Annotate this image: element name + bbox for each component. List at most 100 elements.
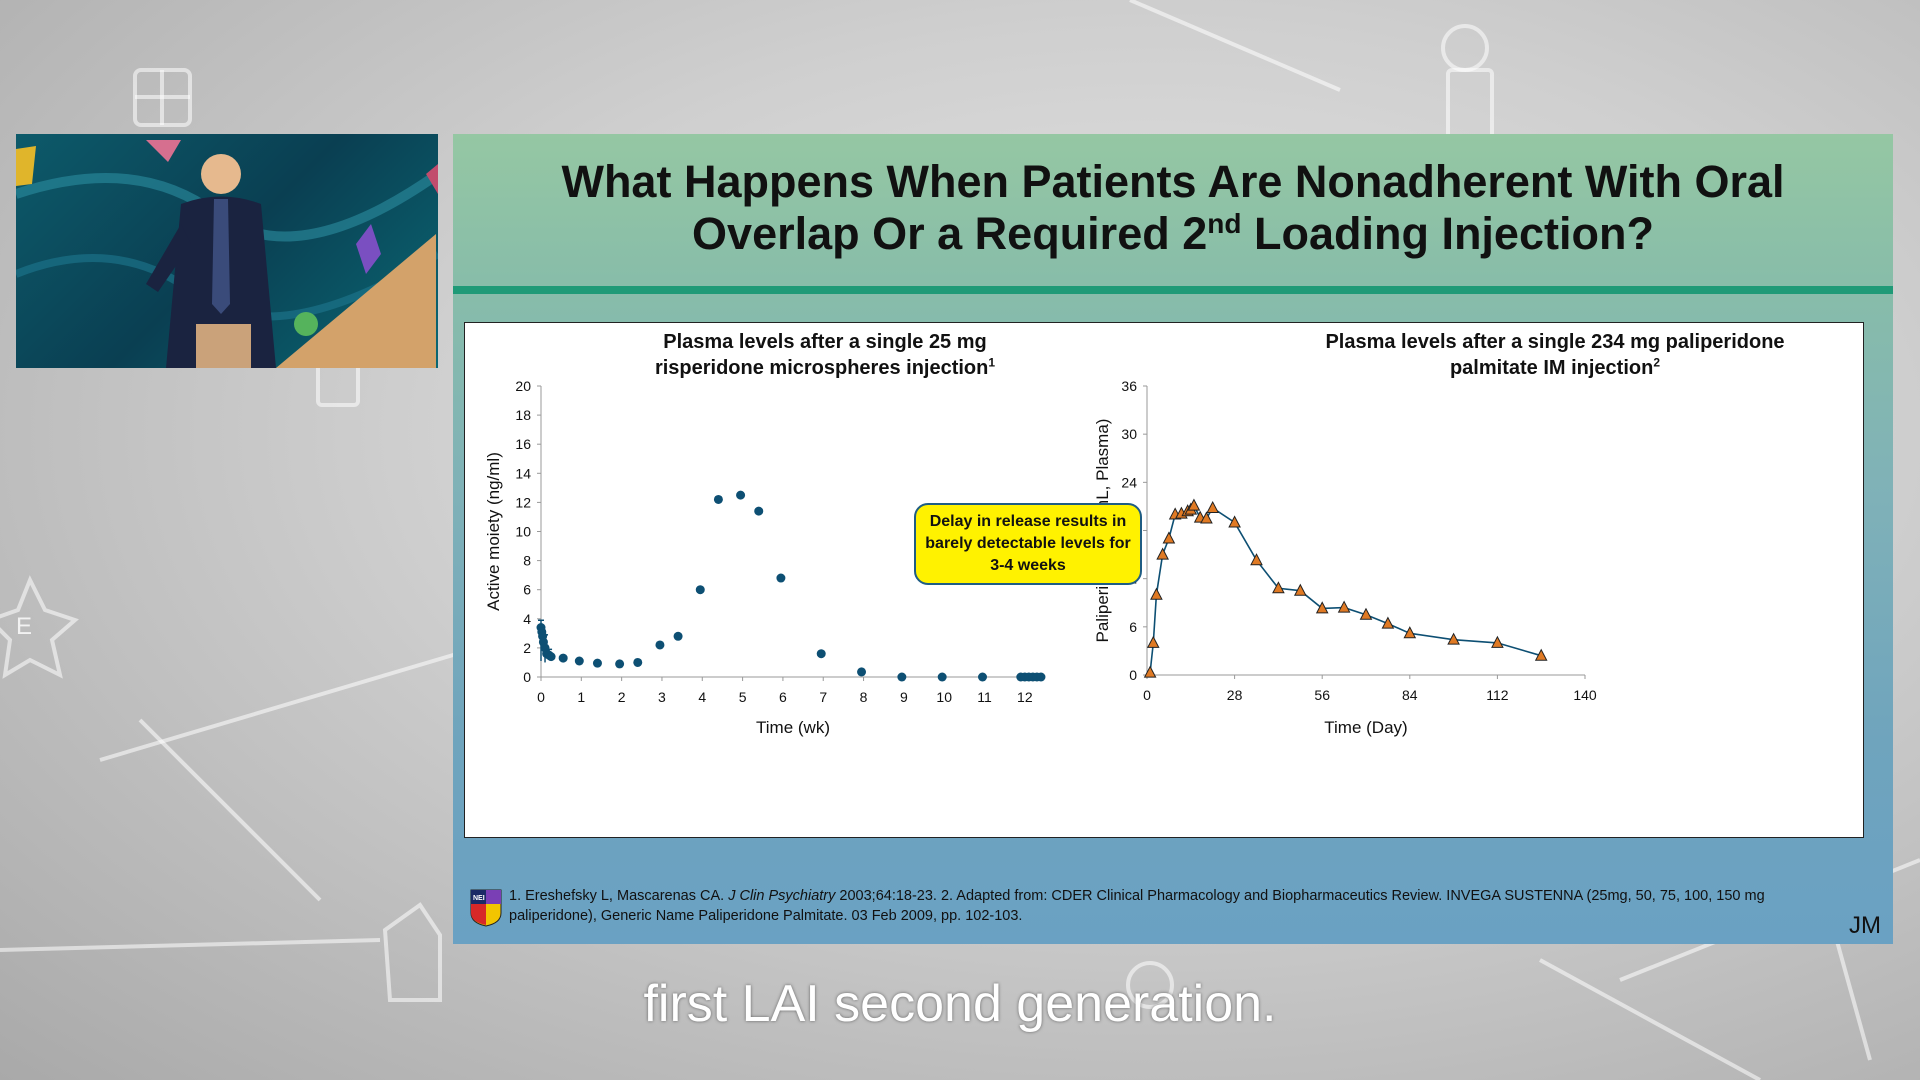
chart2-data-point xyxy=(1206,500,1220,514)
chart1-y-tick-label: 0 xyxy=(523,669,531,685)
chart1-y-tick-label: 6 xyxy=(523,582,531,598)
chart1-x-tick-label: 5 xyxy=(739,689,747,705)
chart1-x-axis-label: Time (wk) xyxy=(756,718,830,737)
chart2-x-tick-label: 140 xyxy=(1573,687,1597,703)
chart2-title-line2-text: palmitate IM injection xyxy=(1449,357,1654,379)
chart2-data-point xyxy=(1187,498,1201,511)
reference-text-2: 2003;64:18-23. 2. Adapted from: CDER Cli… xyxy=(509,888,1765,924)
chart1-data-point xyxy=(633,657,643,667)
chart1-title-line1: Plasma levels after a single 25 mg xyxy=(663,331,987,353)
presentation-slide: What Happens When Patients Are Nonadhere… xyxy=(453,134,1893,944)
chart2-data-point xyxy=(1534,648,1548,661)
chart2-x-tick-label: 0 xyxy=(1143,687,1151,703)
chart1-y-tick-label: 8 xyxy=(523,553,531,569)
chart1-data-point xyxy=(1036,672,1046,682)
chart1-title-line2: risperidone microspheres injection1 xyxy=(625,355,1025,381)
chart2-data-point xyxy=(1447,632,1460,645)
chart1-y-tick-label: 12 xyxy=(515,494,531,510)
chart1-x-tick-label: 3 xyxy=(658,689,666,705)
chart2-title-line2: palmitate IM injection2 xyxy=(1295,355,1815,381)
chart2-data-point xyxy=(1315,601,1329,614)
chart1-y-tick-label: 2 xyxy=(523,640,531,656)
chart1-x-tick-label: 7 xyxy=(819,689,827,705)
chart2-data-point xyxy=(1337,600,1351,613)
chart2-y-tick-label: 6 xyxy=(1129,619,1137,635)
chart2-data-point xyxy=(1250,553,1263,566)
chart2-data-point xyxy=(1200,511,1213,524)
title-divider xyxy=(453,286,1893,294)
chart1-data-point xyxy=(754,506,764,516)
chart1-data-point xyxy=(546,652,556,662)
chart1-data-point xyxy=(857,667,867,677)
chart1-data-point xyxy=(736,490,746,500)
chart1-x-tick-label: 6 xyxy=(779,689,787,705)
chart2-data-point xyxy=(1150,587,1163,600)
chart1-x-tick-label: 10 xyxy=(936,689,952,705)
slide-title-line1: What Happens When Patients Are Nonadhere… xyxy=(561,156,1785,207)
speaker-video-frame xyxy=(16,140,438,368)
chart1-data-point xyxy=(592,658,602,668)
chart1-title-ref: 1 xyxy=(988,355,996,370)
chart2-y-tick-label: 0 xyxy=(1129,667,1137,683)
references: 1. Ereshefsky L, Mascarenas CA. J Clin P… xyxy=(509,886,1799,926)
chart2-x-tick-label: 28 xyxy=(1227,687,1243,703)
chart1-data-point xyxy=(673,631,683,641)
chart1-x-tick-label: 12 xyxy=(1017,689,1033,705)
chart2-series-line xyxy=(1149,504,1542,673)
chart2-data-point xyxy=(1146,635,1160,648)
chart2-data-point xyxy=(1491,635,1504,648)
chart2-x-tick-label: 112 xyxy=(1486,687,1509,703)
chart2-data-point xyxy=(1293,583,1307,596)
chart1-title-line2-text: risperidone microspheres injection xyxy=(654,357,989,379)
chart1-data-point xyxy=(655,640,665,650)
chart1-data-point xyxy=(816,649,826,659)
slide-title-line2-end: Loading Injection? xyxy=(1241,208,1654,259)
chart2-y-tick-label: 24 xyxy=(1121,474,1137,490)
chart2-x-tick-label: 84 xyxy=(1402,687,1418,703)
charts-panel: 0 2 4 6 8 10 12 14 16 18 20 0 1 2 3 4 5 6 7 8 9 10 11 12 Time (w… xyxy=(464,322,1864,838)
chart1-data-point xyxy=(776,573,786,583)
chart2-data-point xyxy=(1162,531,1176,544)
reference-text-1: 1. Ereshefsky L, Mascarenas CA. xyxy=(509,888,729,904)
chart1-y-tick-label: 14 xyxy=(515,465,531,481)
chart1-data-point xyxy=(937,672,947,682)
chart1-data-point xyxy=(615,659,625,669)
nei-logo: NEI xyxy=(470,889,502,927)
chart2-data-point xyxy=(1381,616,1395,629)
chart1-x-tick-label: 0 xyxy=(537,689,545,705)
chart1-title: Plasma levels after a single 25 mg rispe… xyxy=(625,329,1025,381)
delay-callout: Delay in release results in barely detec… xyxy=(914,503,1142,585)
slide-title-line2-start: Overlap Or a Required 2 xyxy=(692,208,1208,259)
chart2-data-point xyxy=(1156,547,1169,560)
chart1-x-tick-label: 2 xyxy=(618,689,626,705)
chart1-y-axis-label: Active moiety (ng/ml) xyxy=(484,452,503,611)
chart1-data-point xyxy=(713,494,723,504)
chart2-data-point xyxy=(1228,515,1241,528)
chart1-y-tick-label: 16 xyxy=(515,436,531,452)
chart1-y-tick-label: 4 xyxy=(523,611,531,627)
slide-title-line2: Overlap Or a Required 2nd Loading Inject… xyxy=(453,208,1893,260)
chart2-data-point xyxy=(1272,581,1285,594)
chart1-data-point xyxy=(695,585,705,595)
chart2-x-tick-label: 56 xyxy=(1314,687,1330,703)
chart1-y-tick-label: 20 xyxy=(515,378,531,394)
subtitle-caption: first LAI second generation. xyxy=(643,975,1277,1033)
chart2-y-tick-label: 30 xyxy=(1121,426,1137,442)
chart2-title-ref: 2 xyxy=(1653,355,1661,370)
speaker-video xyxy=(16,134,438,368)
chart1-data-point xyxy=(574,656,584,666)
chart1-y-tick-label: 10 xyxy=(515,524,531,540)
chart2-x-axis-label: Time (Day) xyxy=(1324,718,1407,737)
chart1-data-point xyxy=(978,672,988,682)
svg-text:E: E xyxy=(16,613,32,640)
chart1-x-tick-label: 11 xyxy=(977,689,992,705)
chart1-x-tick-label: 1 xyxy=(577,689,585,705)
chart1-data-point xyxy=(558,653,568,663)
chart2-data-point xyxy=(1143,665,1157,678)
presenter-initials: JM xyxy=(1849,912,1881,939)
nei-logo-text: NEI xyxy=(473,895,485,902)
slide-title: What Happens When Patients Are Nonadhere… xyxy=(453,156,1893,260)
chart2-title: Plasma levels after a single 234 mg pali… xyxy=(1295,329,1815,381)
reference-journal: J Clin Psychiatry xyxy=(728,888,836,904)
